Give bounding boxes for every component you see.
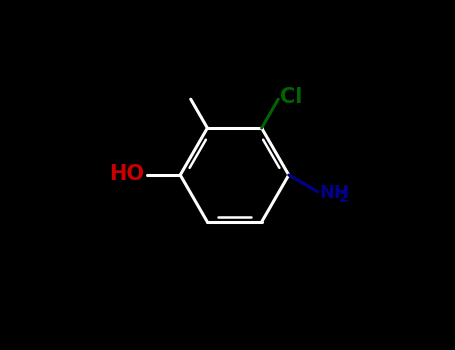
Text: 2: 2: [339, 190, 348, 204]
Text: HO: HO: [109, 163, 144, 184]
Text: Cl: Cl: [280, 88, 303, 107]
Text: NH: NH: [319, 184, 349, 202]
